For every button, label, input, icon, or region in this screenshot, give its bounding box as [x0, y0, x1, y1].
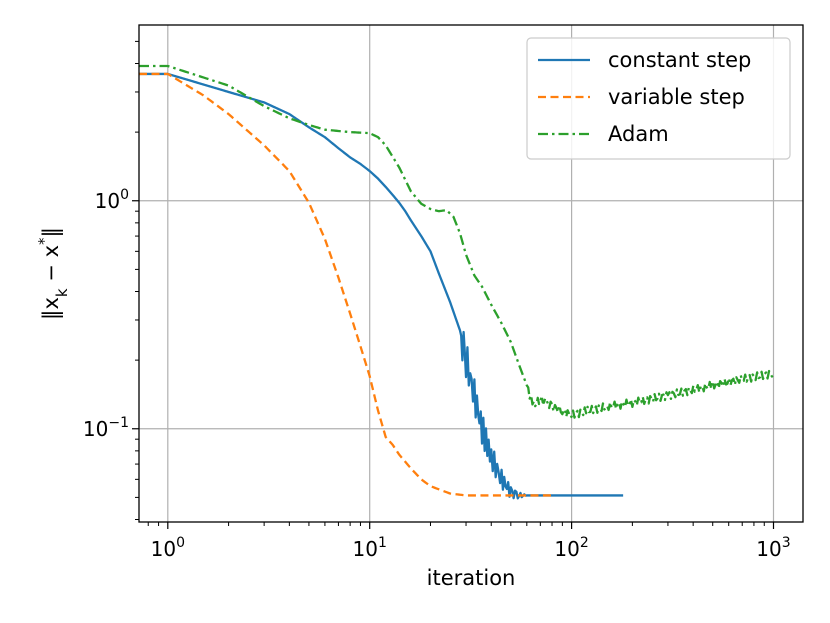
y-label-mid: − x	[39, 245, 63, 288]
x-tick-label: 102	[554, 535, 588, 561]
legend: constant step variable step Adam	[526, 37, 791, 160]
series-line-variable-step	[139, 72, 553, 497]
legend-label: constant step	[608, 48, 751, 72]
legend-label: variable step	[608, 85, 745, 109]
y-label-open: ‖x	[39, 297, 64, 320]
y-label-close: ‖	[39, 227, 64, 238]
legend-label: Adam	[608, 122, 669, 146]
y-tick-label: 10−1	[83, 415, 129, 441]
axis-ticks: 100 101 102 103 100 10−1	[83, 40, 791, 561]
plot-series	[139, 64, 775, 500]
x-axis-label: iteration	[427, 566, 516, 590]
series-line-adam	[139, 64, 775, 419]
y-label-sup: *	[35, 237, 53, 245]
x-tick-label: 101	[353, 535, 387, 561]
legend-box	[526, 37, 791, 160]
y-label-sub: k	[53, 288, 71, 297]
x-tick-label: 103	[756, 535, 790, 561]
svg-text:‖xk − x*‖: ‖xk − x*‖	[35, 227, 71, 320]
y-tick-label: 100	[95, 187, 129, 213]
series-line-constant-step	[139, 72, 624, 500]
x-tick-label: 100	[151, 535, 185, 561]
plot-frame	[138, 24, 804, 523]
y-axis-label: ‖xk − x*‖	[35, 227, 71, 320]
